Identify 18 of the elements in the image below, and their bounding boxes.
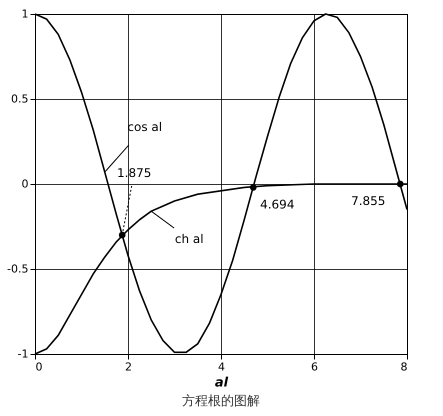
y-tick-label: 1 <box>22 8 28 20</box>
y-tick-label: -0.5 <box>7 262 28 276</box>
y-tick-label: -1 <box>18 348 28 360</box>
x-tick-label: 2 <box>125 360 132 374</box>
point <box>118 232 126 238</box>
y-tick-label: 0 <box>22 178 28 190</box>
point <box>250 184 257 191</box>
x-tick-label: 4 <box>218 360 225 374</box>
y-tick-label: 0.5 <box>11 92 28 106</box>
annotation: 4.694 <box>260 197 294 212</box>
x-axis-title: al <box>214 376 229 390</box>
x-tick-label: 8 <box>400 360 408 374</box>
text: 方程根的图解 <box>182 393 260 409</box>
x-tick-label: 6 <box>311 360 318 374</box>
annotation: ch al <box>174 232 204 246</box>
point <box>396 180 404 188</box>
annotation: 7.855 <box>351 194 386 208</box>
x-tick-label: 0 <box>36 360 42 374</box>
